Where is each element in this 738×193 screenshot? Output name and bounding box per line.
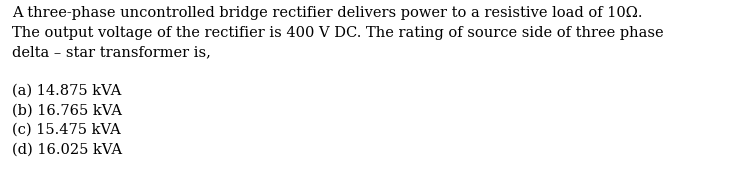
Text: (d) 16.025 kVA: (d) 16.025 kVA xyxy=(12,142,122,157)
Text: The output voltage of the rectifier is 400 V DC. The rating of source side of th: The output voltage of the rectifier is 4… xyxy=(12,25,663,40)
Text: (c) 15.475 kVA: (c) 15.475 kVA xyxy=(12,123,121,137)
Text: delta – star transformer is,: delta – star transformer is, xyxy=(12,45,211,59)
Text: (a) 14.875 kVA: (a) 14.875 kVA xyxy=(12,84,121,98)
Text: (b) 16.765 kVA: (b) 16.765 kVA xyxy=(12,103,122,118)
Text: A three-phase uncontrolled bridge rectifier delivers power to a resistive load o: A three-phase uncontrolled bridge rectif… xyxy=(12,6,643,20)
